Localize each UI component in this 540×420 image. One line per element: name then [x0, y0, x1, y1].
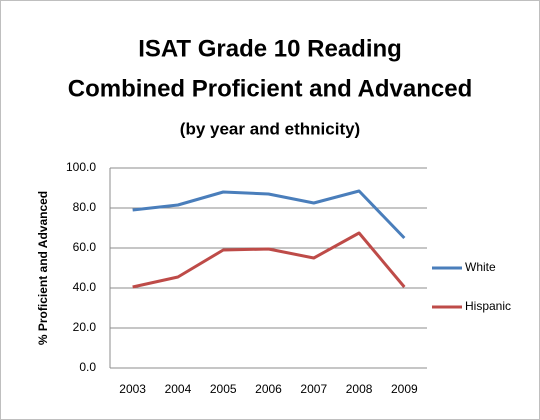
- chart-title: Combined Proficient and Advanced: [68, 75, 473, 102]
- x-tick-label: 2007: [300, 382, 327, 396]
- y-tick-label: 40.0: [73, 280, 97, 294]
- x-tick-label: 2006: [255, 382, 282, 396]
- x-tick-label: 2004: [165, 382, 192, 396]
- data-line: [132, 231, 406, 289]
- y-tick-label: 100.0: [66, 160, 96, 174]
- chart-title: ISAT Grade 10 Reading: [138, 35, 402, 62]
- x-tick-label: 2005: [210, 382, 237, 396]
- y-tick-label: 60.0: [73, 240, 97, 254]
- data-line: [132, 189, 406, 240]
- legend-label: White: [465, 260, 496, 274]
- legend-label: Hispanic: [465, 299, 511, 313]
- x-tick-label: 2008: [346, 382, 373, 396]
- x-tick-label: 2003: [119, 382, 146, 396]
- y-tick-label: 20.0: [73, 320, 97, 334]
- y-tick-label: 0.0: [79, 360, 96, 374]
- y-axis-label: % Proficient and Advanced: [36, 191, 50, 345]
- y-tick-label: 80.0: [73, 200, 97, 214]
- x-tick-label: 2009: [391, 382, 418, 396]
- chart-subtitle: (by year and ethnicity): [180, 119, 360, 138]
